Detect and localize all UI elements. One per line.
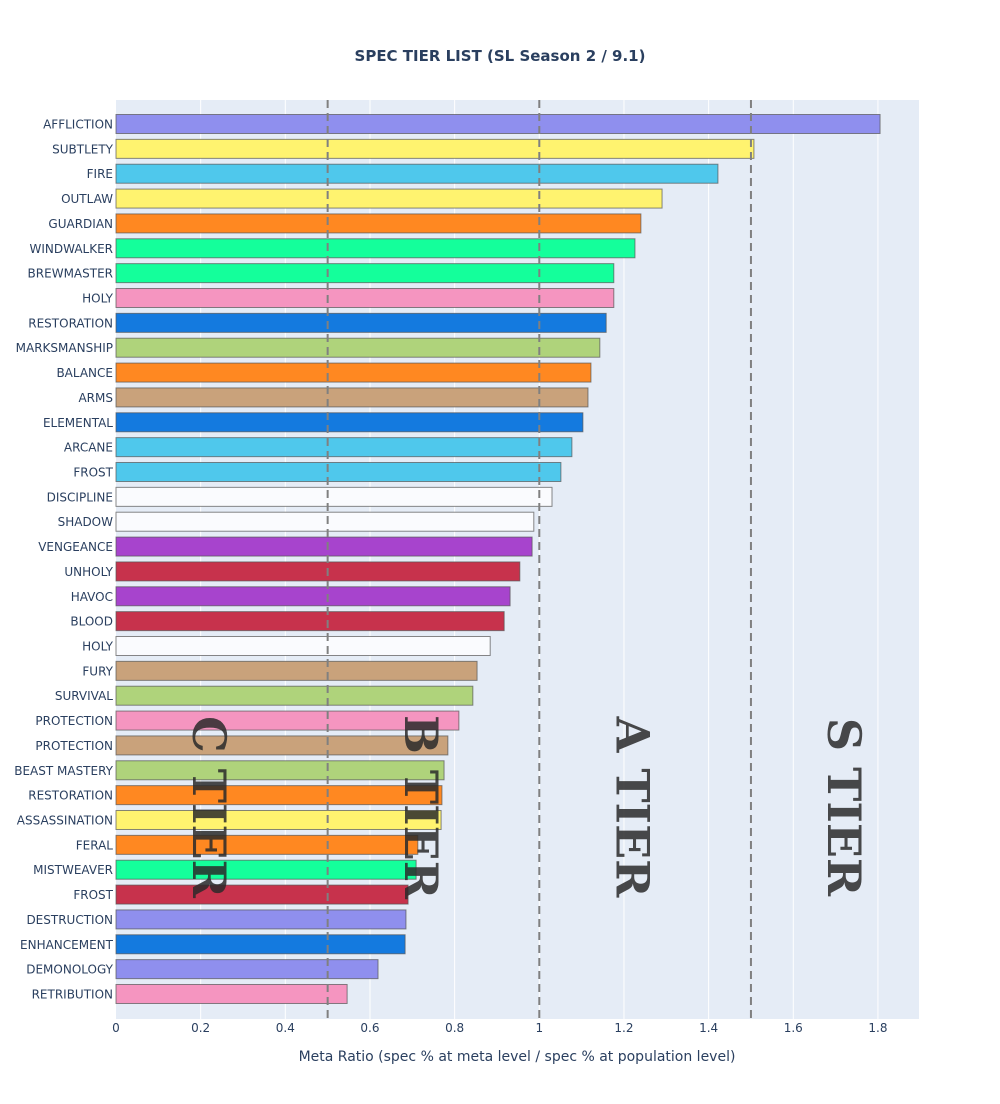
x-tick-label: 1.4 bbox=[699, 1021, 718, 1035]
chart-title: SPEC TIER LIST (SL Season 2 / 9.1) bbox=[355, 47, 646, 65]
bar bbox=[115, 287, 615, 308]
bar bbox=[115, 213, 642, 234]
bar bbox=[115, 337, 601, 358]
bar bbox=[115, 486, 553, 507]
bar bbox=[115, 834, 419, 855]
y-tick-label: SHADOW bbox=[58, 515, 114, 529]
tier-label: A TIER bbox=[605, 716, 659, 899]
bar bbox=[115, 511, 535, 532]
bar bbox=[115, 611, 505, 632]
bar bbox=[115, 983, 348, 1004]
y-tick-label: BREWMASTER bbox=[28, 267, 113, 281]
y-tick-label: AFFLICTION bbox=[43, 118, 113, 132]
bar bbox=[115, 735, 449, 756]
bar bbox=[115, 412, 584, 433]
bar bbox=[115, 685, 474, 706]
bar bbox=[115, 586, 511, 607]
bar bbox=[115, 635, 491, 656]
y-tick-label: RESTORATION bbox=[28, 316, 113, 330]
y-tick-label: DESTRUCTION bbox=[26, 913, 113, 927]
x-tick-label: 0.4 bbox=[276, 1021, 295, 1035]
y-tick-label: BALANCE bbox=[56, 366, 113, 380]
y-tick-label: DISCIPLINE bbox=[47, 490, 113, 504]
y-tick-label: ELEMENTAL bbox=[43, 416, 113, 430]
y-tick-label: MISTWEAVER bbox=[33, 863, 113, 877]
y-tick-label: ASSASSINATION bbox=[17, 813, 113, 827]
y-tick-label: RESTORATION bbox=[28, 789, 113, 803]
bar bbox=[115, 114, 881, 134]
x-tick-label: 1 bbox=[535, 1021, 543, 1035]
y-tick-label: SUBTLETY bbox=[52, 142, 114, 156]
y-tick-label: SURVIVAL bbox=[55, 689, 113, 703]
bar bbox=[115, 785, 443, 806]
x-tick-label: 0.2 bbox=[191, 1021, 210, 1035]
x-tick-label: 0.8 bbox=[445, 1021, 464, 1035]
x-tick-label: 0 bbox=[112, 1021, 120, 1035]
bar bbox=[115, 437, 573, 458]
bar bbox=[115, 859, 417, 880]
y-tick-label: PROTECTION bbox=[35, 714, 113, 728]
y-tick-label: DEMONOLOGY bbox=[26, 963, 113, 977]
bar bbox=[115, 934, 406, 955]
y-tick-label: FIRE bbox=[87, 167, 113, 181]
y-tick-label: UNHOLY bbox=[64, 565, 113, 579]
bar bbox=[115, 312, 607, 333]
bar bbox=[115, 884, 409, 905]
bar bbox=[115, 660, 478, 681]
bar bbox=[115, 536, 533, 557]
bar bbox=[115, 138, 755, 159]
bar bbox=[115, 263, 615, 284]
bar bbox=[115, 238, 636, 259]
y-tick-label: HOLY bbox=[82, 291, 114, 305]
y-tick-label: BEAST MASTERY bbox=[14, 764, 113, 778]
bar bbox=[115, 561, 521, 582]
bar bbox=[115, 461, 562, 482]
y-tick-label: HOLY bbox=[82, 639, 114, 653]
tier-label: C TIER bbox=[182, 716, 236, 898]
y-tick-label: FERAL bbox=[76, 838, 114, 852]
y-tick-label: PROTECTION bbox=[35, 739, 113, 753]
y-tick-label: FROST bbox=[73, 465, 113, 479]
bar bbox=[115, 710, 460, 731]
y-tick-label: RETRIBUTION bbox=[32, 987, 113, 1001]
y-tick-label: ARCANE bbox=[64, 441, 113, 455]
tier-label: S TIER bbox=[817, 718, 871, 897]
bar bbox=[115, 909, 407, 930]
y-tick-label: HAVOC bbox=[71, 590, 113, 604]
bar bbox=[115, 760, 445, 781]
y-tick-label: MARKSMANSHIP bbox=[16, 341, 113, 355]
x-tick-label: 0.6 bbox=[360, 1021, 379, 1035]
y-tick-label: GUARDIAN bbox=[48, 217, 113, 231]
x-tick-label: 1.6 bbox=[784, 1021, 803, 1035]
bar bbox=[115, 809, 442, 830]
x-axis-label: Meta Ratio (spec % at meta level / spec … bbox=[299, 1049, 736, 1065]
bar bbox=[115, 362, 592, 383]
y-tick-label: BLOOD bbox=[70, 615, 113, 629]
y-tick-label: VENGEANCE bbox=[38, 540, 113, 554]
tier-label: B TIER bbox=[394, 715, 448, 900]
y-tick-label: FURY bbox=[82, 664, 113, 678]
y-tick-label: ENHANCEMENT bbox=[20, 938, 114, 952]
y-tick-label: OUTLAW bbox=[61, 192, 113, 206]
bar bbox=[115, 387, 589, 408]
bar bbox=[115, 188, 663, 209]
y-tick-label: ARMS bbox=[78, 391, 113, 405]
x-tick-label: 1.8 bbox=[868, 1021, 887, 1035]
y-tick-label: WINDWALKER bbox=[29, 242, 113, 256]
y-tick-label: FROST bbox=[73, 888, 113, 902]
bar bbox=[115, 163, 719, 184]
x-tick-label: 1.2 bbox=[614, 1021, 633, 1035]
bar bbox=[115, 959, 379, 980]
